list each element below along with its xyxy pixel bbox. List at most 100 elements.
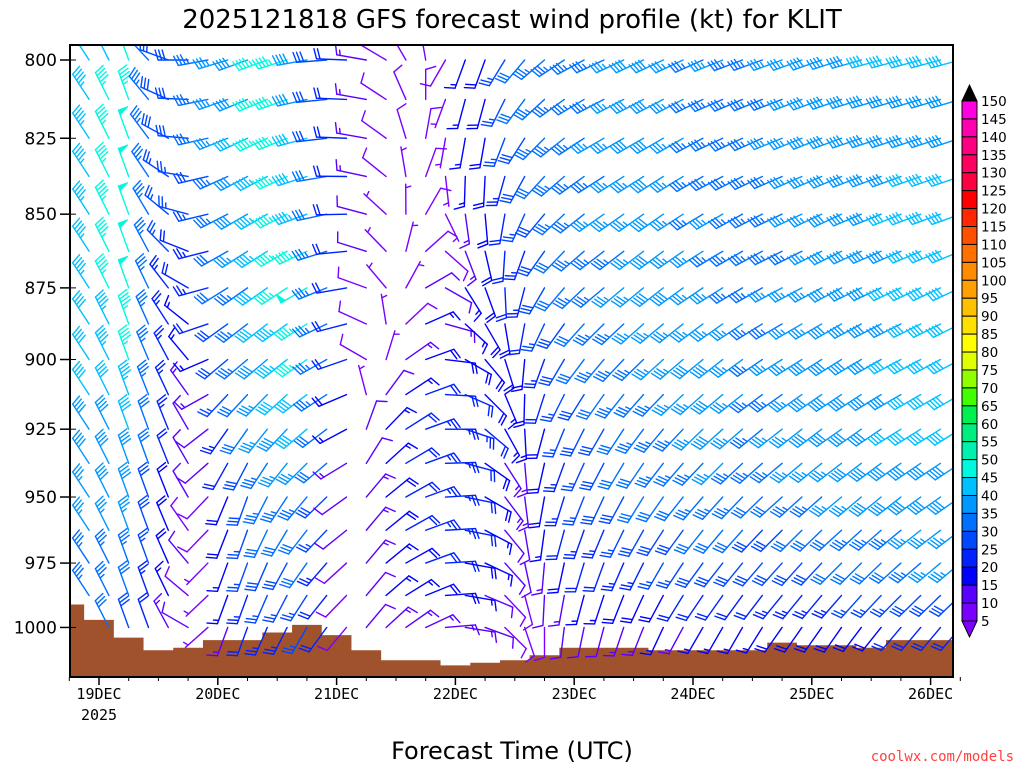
wind-barb-full — [146, 78, 150, 91]
wind-barb-staff — [622, 393, 645, 418]
wind-barb-staff — [177, 98, 209, 107]
wind-barb-full — [618, 59, 627, 69]
wind-barb-full — [222, 487, 235, 491]
wind-barb-full — [789, 510, 800, 518]
wind-barb-full — [298, 362, 308, 372]
wind-barb-half — [151, 229, 156, 236]
wind-barb-full — [915, 211, 923, 222]
wind-barb-staff — [316, 287, 348, 294]
colorbar-box — [961, 530, 978, 550]
wind-barb — [485, 175, 506, 207]
wind-barb — [667, 59, 704, 73]
wind-barb-staff — [856, 462, 882, 482]
wind-barb — [425, 230, 458, 252]
wind-barb-full — [869, 363, 879, 373]
wind-barb-full — [849, 543, 860, 551]
wind-barb — [484, 323, 501, 359]
wind-barb-full — [556, 338, 568, 345]
wind-barb-full — [927, 541, 938, 550]
wind-barb-full — [672, 295, 682, 304]
wind-barb-full — [748, 404, 759, 413]
wind-barb-full — [99, 32, 107, 39]
wind-barb-full — [655, 331, 666, 339]
wind-barb-full — [131, 107, 140, 118]
wind-barb — [729, 393, 763, 414]
wind-barb-full — [829, 57, 837, 68]
wind-barb-staff — [891, 175, 922, 188]
colorbar-label: 80 — [981, 345, 998, 361]
wind-barb-full — [515, 111, 526, 119]
wind-barb — [849, 529, 882, 551]
wind-barb — [708, 213, 744, 230]
wind-barb-staff — [504, 562, 526, 587]
wind-barb-full — [834, 539, 845, 547]
wind-barb-full — [258, 138, 267, 148]
wind-barb-staff — [872, 250, 902, 264]
wind-barb-full — [408, 477, 419, 485]
wind-barb-full — [750, 178, 759, 188]
wind-barb-staff — [315, 97, 348, 101]
wind-barb-full — [574, 298, 585, 306]
wind-barb-full — [829, 544, 840, 552]
wind-barb — [385, 606, 418, 629]
wind-barb-full — [562, 557, 575, 560]
wind-barb-full — [139, 366, 149, 374]
wind-barb-full — [133, 72, 141, 83]
wind-barb-full — [459, 243, 471, 249]
wind-barb-full — [55, 225, 61, 234]
wind-barb-full — [592, 103, 601, 113]
wind-barb-staff — [267, 462, 288, 488]
wind-barb — [813, 626, 843, 653]
wind-barb-full — [790, 365, 800, 375]
wind-barb-half — [382, 542, 389, 546]
wind-barb — [168, 327, 189, 361]
wind-barb — [117, 324, 132, 361]
wind-barb-full — [770, 178, 779, 188]
wind-barb-full — [482, 343, 489, 355]
wind-barb-full — [263, 616, 276, 620]
wind-barb-staff — [934, 467, 953, 481]
wind-barb-staff — [666, 594, 684, 622]
wind-barb-full — [601, 514, 614, 518]
wind-barb-staff — [307, 594, 328, 620]
wind-barb-full — [534, 187, 545, 195]
wind-barb-staff — [71, 298, 90, 325]
wind-barb-full — [508, 349, 521, 352]
wind-barb-staff — [178, 213, 209, 222]
wind-barb-staff — [137, 534, 150, 564]
wind-barb — [405, 183, 412, 215]
wind-barb-staff — [405, 609, 432, 629]
wind-barb — [311, 358, 348, 371]
wind-barb-full — [57, 300, 63, 309]
x-tick-label: 21DEC — [314, 685, 359, 703]
wind-barb-full — [886, 329, 895, 339]
wind-barb-full — [892, 136, 900, 147]
wind-barb-full — [295, 170, 302, 182]
wind-barb-full — [774, 471, 785, 479]
wind-barb-full — [849, 215, 858, 225]
wind-barb-full — [753, 253, 763, 263]
wind-barb-full — [771, 402, 781, 411]
wind-barb-full — [816, 433, 827, 442]
wind-barb — [262, 626, 288, 655]
wind-barb-full — [164, 263, 169, 276]
wind-barb-staff — [366, 264, 387, 289]
wind-barb-full — [575, 181, 586, 190]
wind-barb-full — [693, 440, 704, 448]
wind-barb — [444, 624, 480, 636]
wind-barb-full — [227, 651, 240, 654]
wind-barb-staff — [94, 435, 110, 465]
wind-barb-staff — [429, 59, 447, 87]
wind-barb-full — [908, 137, 916, 148]
wind-barb — [511, 358, 526, 393]
wind-barb — [444, 250, 469, 282]
wind-barb-full — [636, 479, 648, 486]
wind-barb-full — [730, 477, 741, 484]
wind-barb-full — [552, 105, 563, 114]
wind-barb-full — [507, 511, 512, 523]
wind-barb-half — [548, 413, 555, 416]
wind-barb — [559, 428, 585, 457]
wind-barb — [832, 626, 862, 653]
wind-barb-full — [500, 415, 508, 426]
wind-barb-full — [264, 648, 276, 652]
